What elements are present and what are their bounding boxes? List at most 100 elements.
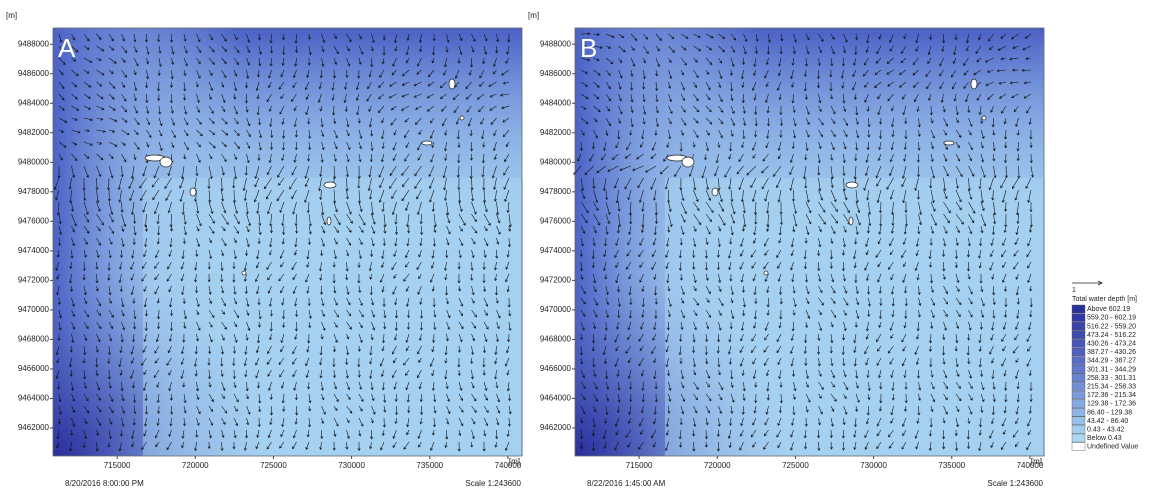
legend-swatch xyxy=(1071,339,1086,348)
y-tick-label: 9476000 xyxy=(18,216,50,225)
y-tick-label: 9464000 xyxy=(540,394,572,403)
y-tick-label: 9474000 xyxy=(18,246,50,255)
plot-frame xyxy=(52,27,523,457)
depth-shade xyxy=(143,178,523,456)
legend-label: 559.20 - 602.19 xyxy=(1087,315,1136,322)
panel-letter: A xyxy=(58,33,76,63)
y-tick-label: 9484000 xyxy=(540,98,572,107)
x-unit: [m] xyxy=(1031,457,1042,466)
legend-swatch xyxy=(1071,356,1086,365)
y-tick-label: 9462000 xyxy=(540,423,572,432)
x-tick-label: 735000 xyxy=(416,461,443,470)
island xyxy=(943,140,955,146)
legend-swatch xyxy=(1071,425,1086,434)
y-tick-label: 9476000 xyxy=(540,216,572,225)
island xyxy=(159,156,173,168)
island xyxy=(970,78,978,90)
legend-label: 516.22 - 559.20 xyxy=(1087,323,1136,330)
island xyxy=(448,78,456,90)
legend-label: 215.34 - 258.33 xyxy=(1087,384,1136,391)
legend-label: 301.31 - 344.29 xyxy=(1087,366,1136,373)
legend-label: Above 602.19 xyxy=(1087,306,1130,313)
legend-swatch xyxy=(1071,304,1086,314)
y-tick-label: 9462000 xyxy=(18,423,50,432)
y-tick-label: 9488000 xyxy=(18,39,50,48)
plot-frame xyxy=(574,27,1045,457)
legend-swatch xyxy=(1071,373,1086,382)
legend-swatch xyxy=(1071,442,1086,451)
island xyxy=(421,140,433,146)
legend-swatch xyxy=(1071,433,1086,443)
vector-scale-head xyxy=(1097,280,1103,286)
legend-swatch xyxy=(1071,408,1086,417)
legend-label: 129.38 - 172.36 xyxy=(1087,401,1136,408)
island xyxy=(323,181,337,189)
legend-label: 387.27 - 430.26 xyxy=(1087,349,1136,356)
y-tick-label: 9468000 xyxy=(18,335,50,344)
y-tick-label: 9466000 xyxy=(540,364,572,373)
x-unit: [m] xyxy=(509,457,520,466)
x-tick-label: 725000 xyxy=(782,461,809,470)
y-tick-label: 9464000 xyxy=(18,394,50,403)
flow-vectors xyxy=(53,33,512,452)
x-tick-label: 715000 xyxy=(626,461,653,470)
x-tick-label: 720000 xyxy=(704,461,731,470)
legend-label: 258.33 - 301.31 xyxy=(1087,375,1136,382)
legend-swatch xyxy=(1071,416,1086,425)
y-tick-label: 9488000 xyxy=(540,39,572,48)
x-tick-label: 720000 xyxy=(182,461,209,470)
legend-swatch xyxy=(1071,330,1086,339)
flow-vectors xyxy=(573,32,1035,452)
legend-swatch xyxy=(1071,347,1086,357)
x-tick-label: 740000 xyxy=(495,461,522,470)
y-tick-label: 9478000 xyxy=(18,187,50,196)
x-tick-label: 740000 xyxy=(1017,461,1044,470)
x-tick-label: 735000 xyxy=(938,461,965,470)
x-tick-label: 730000 xyxy=(338,461,365,470)
island xyxy=(241,270,247,276)
y-tick-label: 9472000 xyxy=(540,275,572,284)
y-tick-label: 9466000 xyxy=(18,364,50,373)
legend-label: 86.40 - 129.38 xyxy=(1087,409,1132,416)
timestamp: 8/22/2016 1:45:00 AM xyxy=(587,479,666,488)
y-tick-label: 9482000 xyxy=(540,128,572,137)
legend-title: Total water depth [m] xyxy=(1072,296,1137,303)
island xyxy=(459,115,465,121)
island xyxy=(981,115,987,121)
legend-swatch xyxy=(1071,313,1086,322)
legend-swatch xyxy=(1071,382,1086,391)
panel-letter: B xyxy=(580,33,597,63)
legend-swatch xyxy=(1071,365,1086,374)
legend-label: 344.29 - 387.27 xyxy=(1087,358,1136,365)
y-tick-label: 9486000 xyxy=(540,69,572,78)
x-tick-label: 725000 xyxy=(260,461,287,470)
y-unit: [m] xyxy=(6,11,17,20)
legend-swatch xyxy=(1071,390,1086,400)
island xyxy=(681,156,695,168)
y-tick-label: 9474000 xyxy=(540,246,572,255)
x-tick-label: 715000 xyxy=(104,461,131,470)
y-tick-label: 9468000 xyxy=(540,335,572,344)
island xyxy=(711,187,719,197)
y-tick-label: 9470000 xyxy=(18,305,50,314)
island xyxy=(845,181,859,189)
map-scale: Scale 1:243600 xyxy=(465,479,521,488)
y-tick-label: 9480000 xyxy=(18,157,50,166)
y-unit: [m] xyxy=(528,11,539,20)
map-scale: Scale 1:243600 xyxy=(987,479,1043,488)
timestamp: 8/20/2016 8:00:00 PM xyxy=(65,479,144,488)
legend-label: 172.36 - 215.34 xyxy=(1087,392,1136,399)
legend-label: Undefined Value xyxy=(1087,444,1138,451)
y-tick-label: 9486000 xyxy=(18,69,50,78)
y-tick-label: 9472000 xyxy=(18,275,50,284)
legend-label: 473.24 - 516.22 xyxy=(1087,332,1136,339)
legend-label: 0.43 - 43.42 xyxy=(1087,427,1124,434)
legend-swatch xyxy=(1071,322,1086,331)
island xyxy=(763,270,769,276)
island xyxy=(189,187,197,197)
vector-scale-label: 1 xyxy=(1072,287,1076,294)
x-tick-label: 730000 xyxy=(860,461,887,470)
legend-label: 43.42 - 86.40 xyxy=(1087,418,1128,425)
legend-swatch xyxy=(1071,399,1086,408)
